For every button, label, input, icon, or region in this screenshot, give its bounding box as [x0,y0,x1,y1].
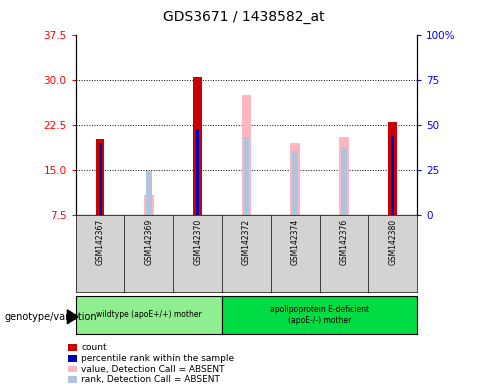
Bar [196,129,199,215]
Text: GSM142376: GSM142376 [340,219,348,265]
Text: GSM142369: GSM142369 [144,219,153,265]
Bar [292,151,298,215]
Text: GSM142370: GSM142370 [193,219,202,265]
Text: value, Detection Call = ABSENT: value, Detection Call = ABSENT [81,364,224,374]
Text: GSM142372: GSM142372 [242,219,251,265]
Bar [144,195,154,215]
Bar [339,137,349,215]
Bar [341,147,347,215]
Text: genotype/variation: genotype/variation [5,312,98,322]
Bar [146,171,152,215]
Text: count: count [81,343,107,352]
Bar [388,122,397,215]
Bar [391,136,394,215]
Bar [290,143,300,215]
Bar [242,95,251,215]
Text: rank, Detection Call = ABSENT: rank, Detection Call = ABSENT [81,375,220,384]
Text: GSM142380: GSM142380 [388,219,397,265]
Bar [96,139,104,215]
Text: GSM142367: GSM142367 [96,219,104,265]
Bar [193,77,202,215]
Text: apolipoprotein E-deficient
(apoE-/-) mother: apolipoprotein E-deficient (apoE-/-) mot… [270,305,369,324]
Bar [99,144,102,215]
Text: GDS3671 / 1438582_at: GDS3671 / 1438582_at [163,10,325,23]
Text: percentile rank within the sample: percentile rank within the sample [81,354,234,363]
Bar [244,137,249,215]
Text: GSM142374: GSM142374 [291,219,300,265]
Text: wildtype (apoE+/+) mother: wildtype (apoE+/+) mother [96,310,202,319]
